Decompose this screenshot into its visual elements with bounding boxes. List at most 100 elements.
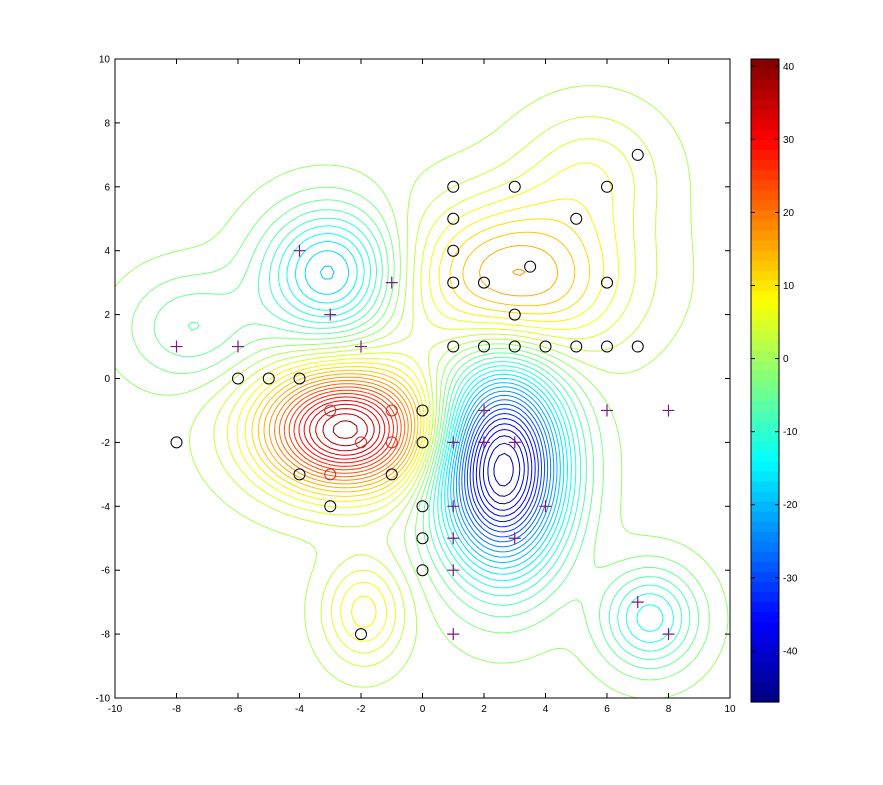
contour-line	[464, 403, 546, 538]
contour-line	[293, 393, 394, 467]
colorbar-band	[751, 109, 779, 120]
colorbar-band	[751, 59, 779, 70]
colorbar-band	[751, 410, 779, 422]
colorbar-band	[751, 189, 779, 201]
colorbar-band	[751, 149, 779, 161]
colorbar-band	[751, 340, 779, 351]
colorbar-band	[751, 380, 779, 392]
plus-marker	[478, 404, 490, 417]
circle-marker	[631, 148, 644, 161]
circle-marker	[601, 276, 613, 289]
circle-marker	[385, 404, 398, 417]
y-tick-label: -10	[96, 694, 111, 705]
colorbar-band	[751, 621, 779, 633]
contour-line	[475, 423, 533, 517]
plus-marker	[539, 500, 552, 513]
plus-marker	[478, 436, 490, 449]
y-tick-label: -8	[101, 630, 110, 641]
circle-marker	[478, 340, 490, 353]
circle-marker	[478, 276, 490, 289]
y-tick-label: -6	[101, 566, 110, 577]
colorbar-band	[751, 641, 779, 653]
colorbar-band	[751, 541, 779, 552]
colorbar-band	[751, 269, 779, 281]
contour-line	[244, 198, 605, 628]
contour-lines	[114, 85, 729, 699]
plus-marker	[631, 596, 644, 609]
plus-marker	[447, 500, 460, 513]
contour-line	[189, 85, 695, 688]
colorbar-band	[751, 470, 779, 482]
colorbar-band	[751, 601, 779, 613]
x-tick-label: -6	[234, 704, 243, 715]
colorbar-band	[751, 611, 779, 623]
circle-marker	[601, 180, 613, 193]
colorbar-band	[751, 280, 779, 291]
colorbar-band	[751, 350, 779, 362]
colorbar-band	[751, 169, 779, 181]
contour-line	[493, 452, 514, 487]
colorbar-band	[751, 390, 779, 402]
colorbar-tick-label: -20	[783, 500, 798, 511]
colorbar-band	[751, 129, 779, 140]
plus-marker	[662, 404, 675, 417]
circle-marker	[416, 564, 429, 577]
colorbar-band	[751, 440, 779, 452]
contour-line	[269, 217, 683, 652]
plus-marker	[355, 340, 367, 353]
circle-marker	[447, 180, 460, 193]
contour-line	[288, 389, 398, 471]
circle-marker	[355, 628, 367, 641]
x-tick-label: 4	[543, 704, 549, 715]
colorbar-band	[751, 501, 779, 512]
circle-marker	[416, 436, 429, 449]
y-tick-label: 6	[104, 182, 110, 193]
y-tick-label: 0	[104, 374, 110, 385]
contour-line	[487, 442, 521, 497]
circle-marker	[385, 468, 398, 481]
colorbar-band	[751, 79, 779, 90]
colorbar-band	[751, 370, 779, 382]
plus-marker	[232, 340, 244, 353]
x-tick-label: -4	[295, 704, 304, 715]
circle-marker	[293, 468, 306, 481]
contour-line	[469, 413, 539, 528]
colorbar-tick-label: 0	[783, 354, 789, 365]
x-axis: -10 -8 -6 -4 -2 0 2 4 6 8 10	[108, 59, 736, 715]
colorbar-band	[751, 631, 779, 643]
circle-marker	[416, 532, 429, 545]
y-tick-label: 8	[104, 118, 110, 129]
plus-marker	[324, 308, 337, 321]
colorbar-band	[751, 591, 779, 603]
colorbar-band	[751, 89, 779, 100]
colorbar-band	[751, 99, 779, 110]
colorbar-band	[751, 360, 779, 372]
contour-line	[455, 390, 555, 553]
contour-line	[213, 116, 658, 667]
circle-marker	[416, 500, 429, 513]
contour-line	[482, 435, 525, 505]
contour-line	[479, 429, 529, 511]
contour-line	[295, 241, 568, 575]
colorbar-band	[751, 420, 779, 432]
contour-line	[319, 265, 561, 563]
colorbar-band	[751, 460, 779, 472]
data-markers	[170, 148, 675, 641]
x-tick-label: 0	[420, 704, 426, 715]
circle-marker	[232, 372, 244, 385]
circle-marker	[570, 340, 583, 353]
plot-area	[115, 59, 730, 698]
colorbar-band	[751, 259, 779, 271]
y-tick-label: 2	[104, 310, 110, 321]
circle-marker	[447, 276, 460, 289]
circle-marker	[170, 436, 183, 449]
circle-marker	[508, 308, 521, 321]
colorbar-band	[751, 681, 779, 693]
contour-line	[257, 231, 576, 493]
colorbar-band	[751, 69, 779, 80]
colorbar-tick-label: 10	[783, 281, 795, 292]
plus-marker	[508, 532, 521, 545]
contour-line	[298, 396, 390, 464]
colorbar-band	[751, 320, 779, 331]
